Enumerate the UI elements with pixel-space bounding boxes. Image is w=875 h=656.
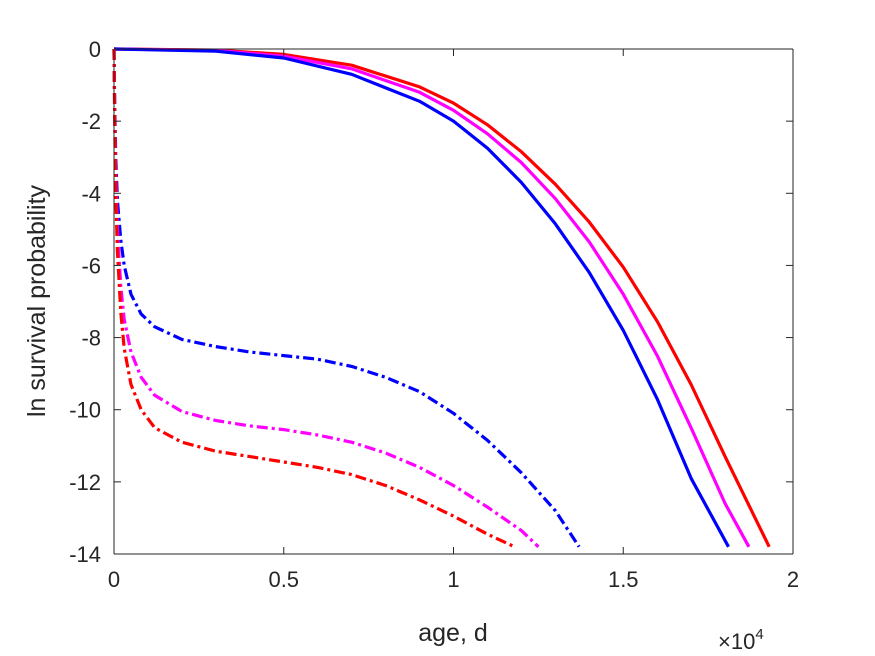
series-line-3-solid bbox=[113, 47, 730, 548]
y-tick-label: -6 bbox=[81, 253, 101, 278]
y-tick-label: 0 bbox=[89, 37, 101, 62]
x-axis-exponent-base: ×10 bbox=[718, 629, 755, 654]
series-layer bbox=[112, 47, 771, 549]
y-tick-label: -2 bbox=[81, 109, 101, 134]
x-axis-exponent: ×104 bbox=[718, 626, 764, 654]
y-tick-label: -12 bbox=[69, 470, 101, 495]
series-line-6-dash-dot bbox=[112, 48, 516, 549]
axis-layer bbox=[113, 48, 794, 555]
y-tick-label: -8 bbox=[81, 326, 101, 351]
y-tick-label: -10 bbox=[69, 398, 101, 423]
series-line-1-solid bbox=[113, 47, 771, 548]
tick-label-layer: 0 0.5 1 1.5 2 0 -2 -4 -6 -8 -10 -12 -14 bbox=[69, 37, 799, 592]
plot-area bbox=[114, 49, 793, 554]
y-tick-label: -4 bbox=[81, 181, 101, 206]
x-tick-label: 2 bbox=[787, 567, 799, 592]
x-axis-label: age, d bbox=[418, 619, 488, 647]
x-tick-label: 1 bbox=[447, 567, 459, 592]
x-axis-exponent-power: 4 bbox=[755, 626, 763, 643]
x-tick-label: 1.5 bbox=[608, 567, 639, 592]
series-line-4-dash-dot bbox=[112, 48, 581, 548]
series-line-2-solid bbox=[113, 47, 751, 548]
x-tick-label: 0 bbox=[108, 567, 120, 592]
x-tick-label: 0.5 bbox=[268, 567, 299, 592]
y-tick-label: -14 bbox=[69, 542, 101, 567]
y-axis-label: ln survival probability bbox=[23, 184, 51, 417]
